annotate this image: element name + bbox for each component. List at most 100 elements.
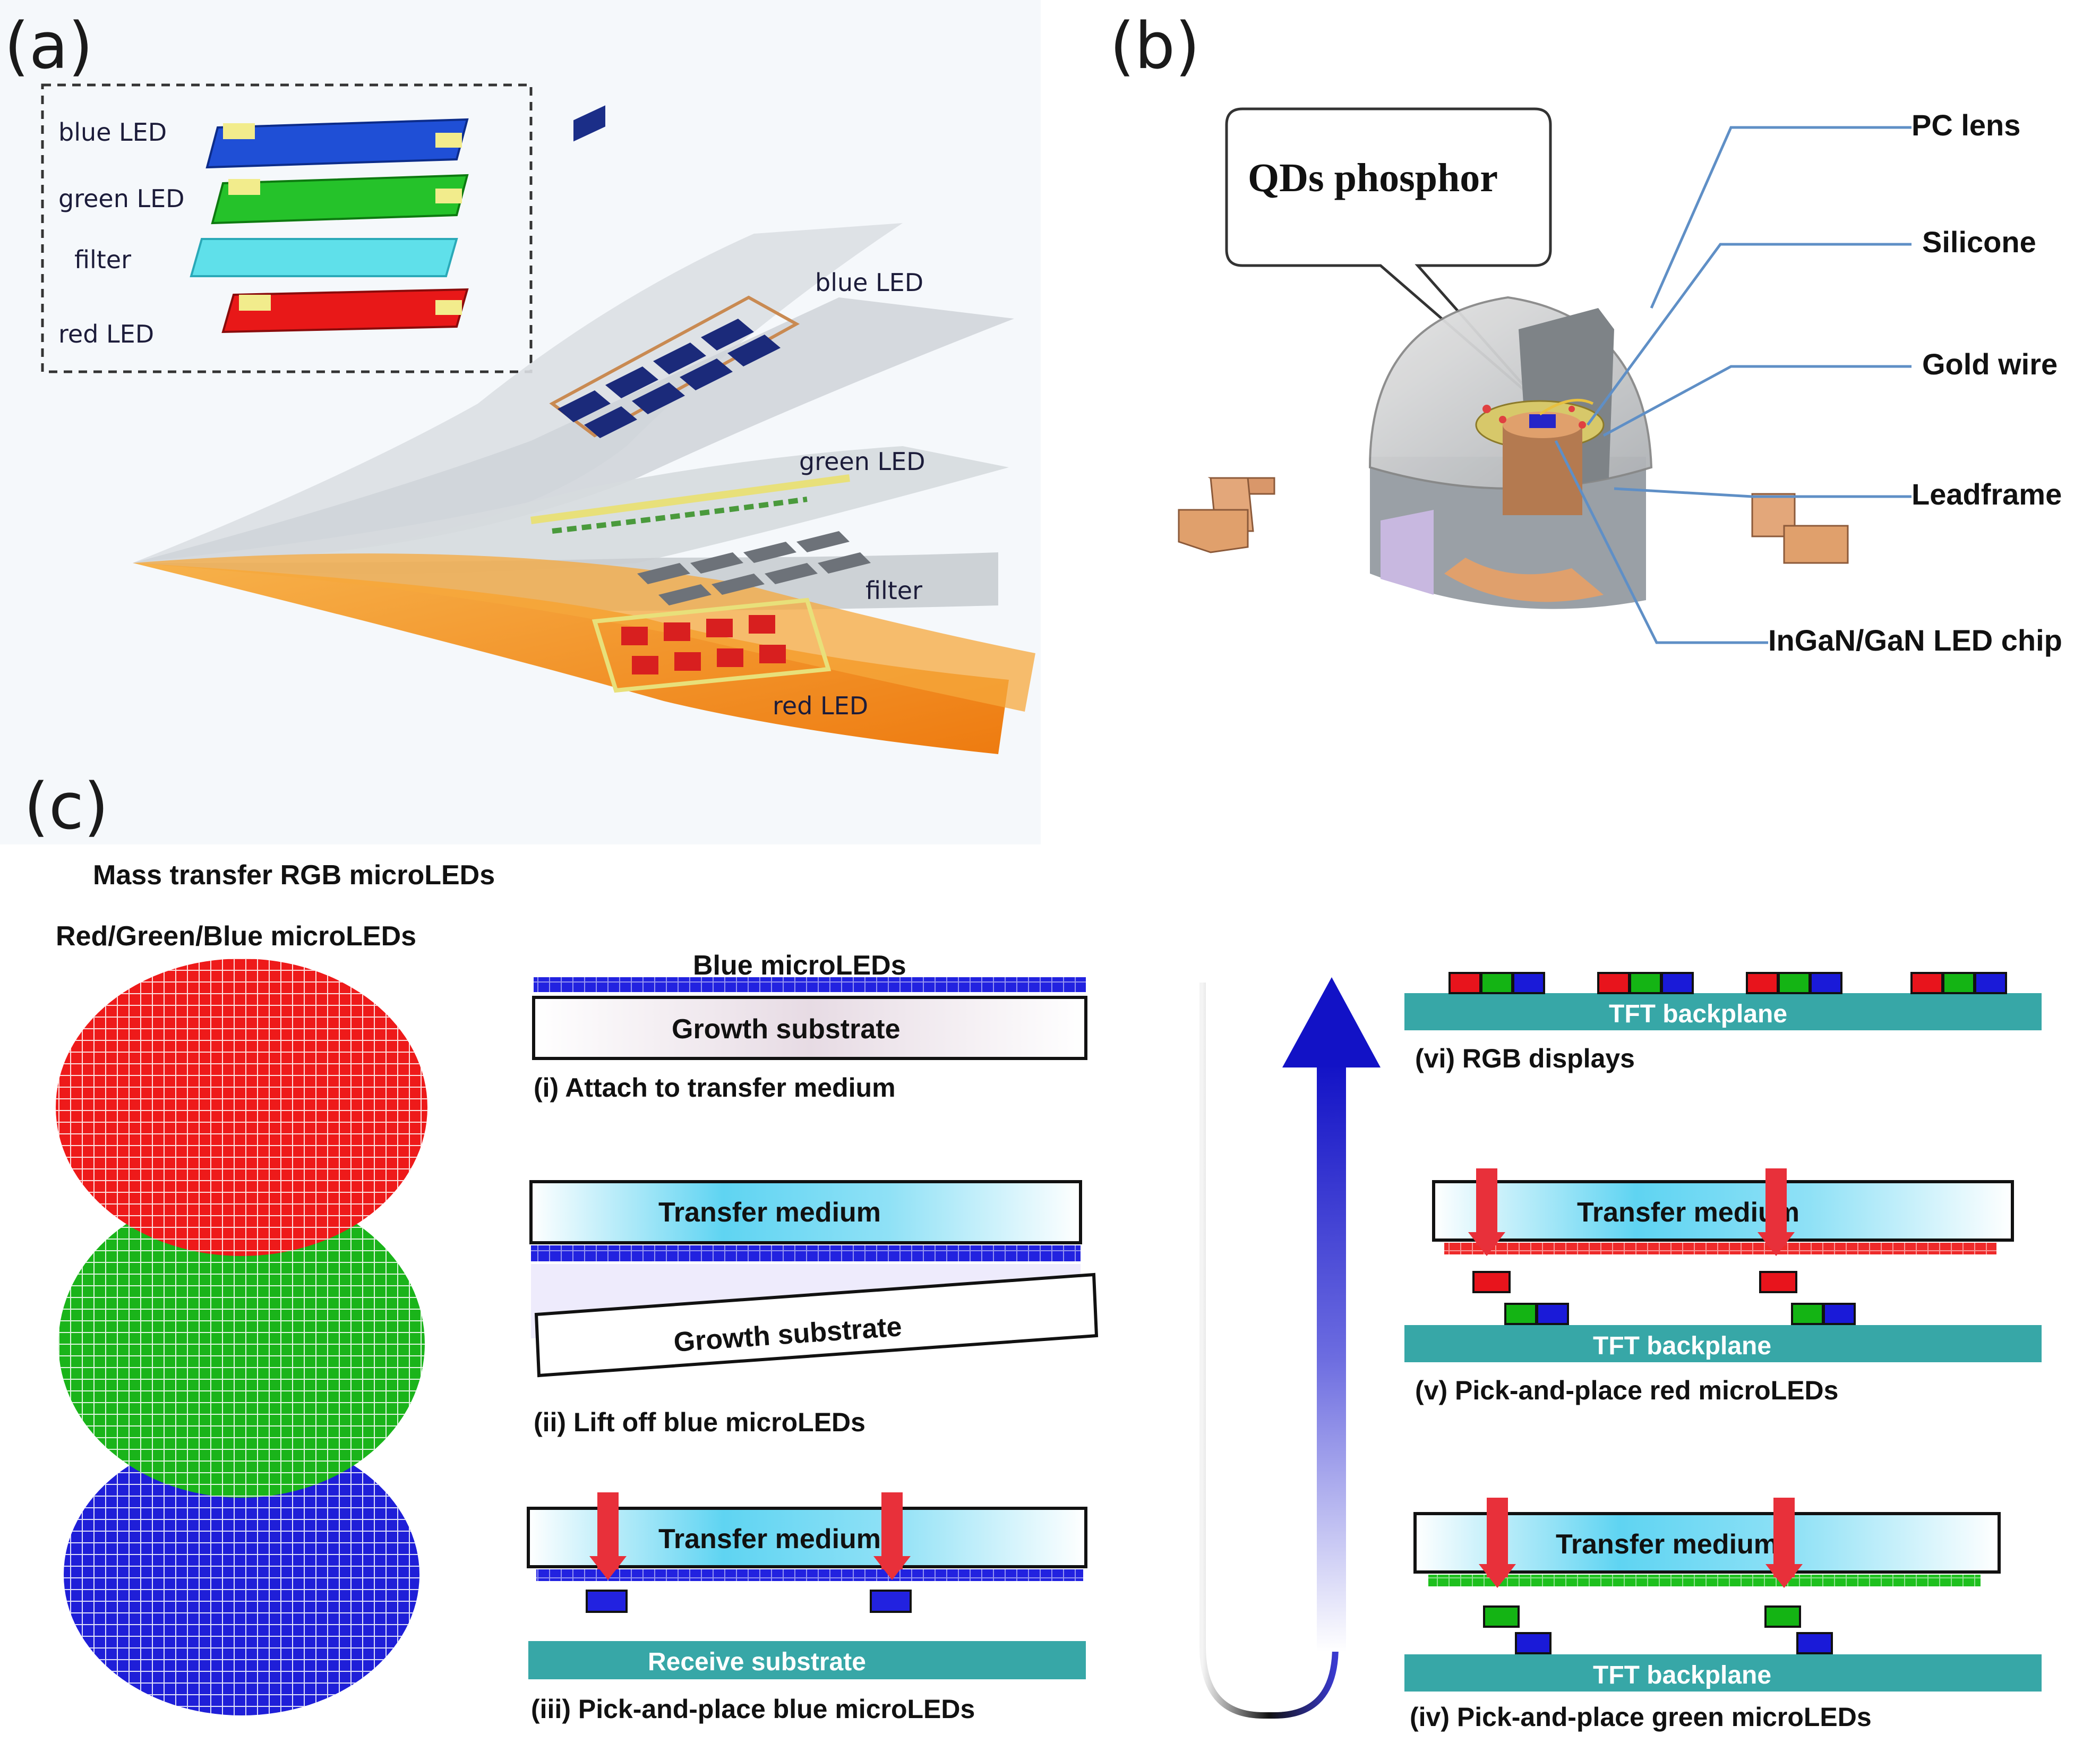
gold-wire-label: Gold wire bbox=[1922, 347, 2058, 381]
tft-backplane-label-iv: TFT backplane bbox=[1593, 1661, 1771, 1689]
inset-label-filter: filter bbox=[74, 245, 131, 274]
growth-substrate-label-i: Growth substrate bbox=[672, 1014, 901, 1045]
transfer-medium-v bbox=[1432, 1180, 2014, 1242]
panel-c: (c) Mass transfer RGB microLEDs Red/Gree… bbox=[24, 770, 2042, 1732]
receive-substrate bbox=[528, 1641, 1086, 1679]
wafer-green bbox=[58, 1190, 425, 1498]
transfer-medium-ii bbox=[529, 1180, 1082, 1244]
step-i-label: (i) Attach to transfer medium bbox=[534, 1073, 896, 1103]
picked-red-led bbox=[1759, 1271, 1797, 1293]
sheet-label-red: red LED bbox=[773, 691, 868, 720]
inset-blue-layer bbox=[205, 118, 469, 169]
growth-substrate-i bbox=[532, 996, 1087, 1060]
leader-lines bbox=[1554, 126, 1912, 644]
placed-green-led bbox=[1504, 1303, 1537, 1325]
picked-red-led bbox=[1472, 1271, 1511, 1293]
press-arrow-head bbox=[873, 1556, 911, 1580]
pc-lens-label: PC lens bbox=[1912, 108, 2020, 142]
tft-backplane-label-vi: TFT backplane bbox=[1609, 1000, 1787, 1028]
sheet-label-filter: filter bbox=[865, 576, 922, 605]
process-flow-arrow bbox=[1199, 977, 1381, 1719]
gold-wire bbox=[1539, 398, 1594, 416]
press-arrow-head bbox=[1758, 1232, 1795, 1256]
sheet-green bbox=[133, 446, 1009, 574]
press-arrow-head bbox=[1765, 1564, 1803, 1588]
inset-box bbox=[41, 83, 533, 373]
leadframe-legs bbox=[1178, 477, 1849, 564]
step-vi-label: (vi) RGB displays bbox=[1415, 1044, 1635, 1073]
panel-a: (a) blue LED green LED filter red LED bbox=[0, 0, 1041, 844]
step-v: Transfer medium TFT backplane (v) Pick-a… bbox=[1404, 1168, 2042, 1405]
qd-dot bbox=[1482, 405, 1491, 413]
press-arrow-head bbox=[1479, 1564, 1516, 1588]
tft-backplane-label-v: TFT backplane bbox=[1593, 1332, 1771, 1360]
wafer-red bbox=[56, 959, 427, 1256]
transfer-medium-label-ii: Transfer medium bbox=[658, 1197, 881, 1228]
blue-microleds-label: Blue microLEDs bbox=[693, 950, 906, 981]
sheet-label-green: green LED bbox=[799, 447, 925, 476]
qds-phosphor-label: QDs phosphor bbox=[1248, 156, 1498, 200]
qd-dot bbox=[1568, 406, 1575, 412]
leadframe-label: Leadframe bbox=[1912, 477, 2062, 511]
picked-blue-led bbox=[870, 1590, 912, 1613]
inset-green-layer bbox=[211, 174, 469, 225]
inset-red-layer bbox=[221, 288, 469, 334]
step-v-label: (v) Pick-and-place red microLEDs bbox=[1415, 1376, 1838, 1405]
growth-substrate-ii bbox=[534, 1272, 1099, 1378]
wafer-blue bbox=[64, 1434, 419, 1715]
transfer-medium-label-iv: Transfer medium bbox=[1556, 1529, 1778, 1560]
placed-blue-led bbox=[1823, 1303, 1856, 1325]
press-arrow-head bbox=[589, 1556, 627, 1580]
base-leadframe bbox=[1444, 558, 1604, 602]
inset-label-blue: blue LED bbox=[58, 118, 167, 147]
panel-b-label: (b) bbox=[1110, 10, 1200, 83]
inset-filter-layer bbox=[190, 238, 458, 277]
tft-backplane-v bbox=[1404, 1325, 2042, 1362]
step-ii-label: (ii) Lift off blue microLEDs bbox=[534, 1407, 865, 1437]
transfer-medium-label-v: Transfer medium bbox=[1577, 1197, 1799, 1228]
filter-array bbox=[637, 531, 871, 605]
inset-label-green: green LED bbox=[58, 184, 185, 213]
sheet-red bbox=[133, 563, 1009, 754]
transfer-medium-iv bbox=[1413, 1512, 2001, 1574]
transfer-medium-label-iii: Transfer medium bbox=[658, 1524, 881, 1554]
led-chip bbox=[1529, 414, 1556, 428]
step-iv: Transfer medium TFT backplane (iv) Pick-… bbox=[1404, 1498, 2042, 1732]
panel-b: (b) QDs phosphor bbox=[1110, 10, 2062, 657]
placed-blue-led bbox=[1515, 1632, 1552, 1654]
press-arrow-head bbox=[1468, 1232, 1505, 1256]
step-iv-label: (iv) Pick-and-place green microLEDs bbox=[1410, 1702, 1872, 1732]
base-cutaway bbox=[1381, 510, 1434, 595]
qd-dot bbox=[1499, 416, 1506, 423]
placed-green-led bbox=[1791, 1303, 1824, 1325]
inset-label-red: red LED bbox=[58, 320, 154, 348]
picked-green-led bbox=[1483, 1605, 1520, 1628]
rgb-pixel-groups bbox=[1448, 972, 2007, 994]
silicone-label: Silicone bbox=[1922, 225, 2036, 259]
panel-c-label: (c) bbox=[24, 770, 109, 844]
blue-led-array bbox=[549, 105, 800, 438]
panel-a-label: (a) bbox=[4, 10, 93, 83]
step-ii: Transfer medium Growth substrate (ii) Li… bbox=[529, 1180, 1099, 1437]
sheet-blue bbox=[133, 223, 903, 563]
placed-blue-led bbox=[1796, 1632, 1833, 1654]
green-led-array bbox=[530, 474, 850, 534]
panel-c-subtitle: Red/Green/Blue microLEDs bbox=[56, 921, 416, 952]
red-led-array bbox=[592, 597, 832, 693]
picked-green-led bbox=[1764, 1605, 1801, 1628]
step-i: Blue microLEDs Growth substrate (i) Atta… bbox=[532, 950, 1087, 1103]
placed-blue-led bbox=[1536, 1303, 1569, 1325]
step-vi: TFT backplane (vi) RGB displays bbox=[1404, 972, 2042, 1073]
step-iii-label: (iii) Pick-and-place blue microLEDs bbox=[531, 1694, 975, 1724]
panel-c-title: Mass transfer RGB microLEDs bbox=[93, 860, 495, 891]
sheet-gap bbox=[133, 297, 1014, 563]
step-iii: Transfer medium Receive substrate (iii) … bbox=[527, 1492, 1087, 1724]
led-chip-label: InGaN/GaN LED chip bbox=[1768, 623, 2062, 657]
qd-dot bbox=[1579, 421, 1586, 429]
tft-backplane-iv bbox=[1404, 1654, 2042, 1692]
tft-backplane-vi bbox=[1404, 993, 2042, 1030]
sheet-base bbox=[133, 553, 1035, 712]
sheet-label-blue: blue LED bbox=[815, 268, 923, 297]
receive-substrate-label: Receive substrate bbox=[648, 1648, 866, 1676]
